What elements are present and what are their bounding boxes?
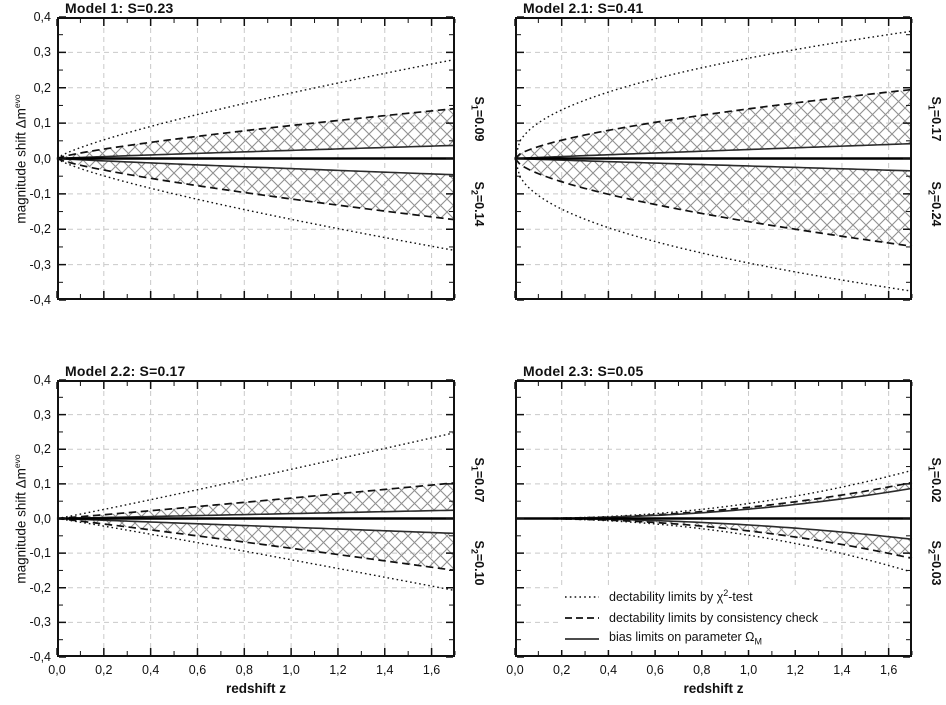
x-tick-label: 0,2 — [95, 663, 113, 677]
hatched-bands — [57, 108, 455, 220]
curve-bias-limit-lower — [56, 157, 456, 176]
panel-model-2-2: Model 2.2: S=0.17 magnitude shift Δmevo … — [12, 363, 486, 696]
x-tick-label: 1,0 — [282, 663, 300, 677]
plot-frame — [57, 380, 455, 657]
y-tick-label: 0,0 — [33, 511, 51, 526]
panel-title: Model 2.1: S=0.41 — [523, 0, 644, 16]
y-tick-label: -0,2 — [29, 580, 51, 595]
curve-bias-limit-upper — [56, 509, 456, 520]
y-tick-label: 0,3 — [33, 45, 51, 60]
curve-chi2-test-upper — [515, 469, 913, 520]
y-tick-label: 0,1 — [33, 476, 51, 491]
x-tick-label: 1,2 — [329, 663, 347, 677]
curves — [56, 58, 456, 252]
panel-model-1: Model 1: S=0.23 magnitude shift Δmevo S1… — [12, 0, 486, 307]
y-tick-label: -0,4 — [29, 650, 51, 664]
y-axis-label-sup: evo — [12, 93, 22, 108]
x-axis-label: redshift z — [225, 681, 286, 696]
plot-frame — [57, 17, 455, 300]
y-tick-label: -0,3 — [29, 257, 51, 272]
y-tick-label: 0,0 — [33, 151, 51, 166]
panel-title: Model 2.2: S=0.17 — [65, 363, 186, 379]
x-tick-label: 0,0 — [48, 663, 66, 677]
y-tick-label: 0,2 — [33, 80, 51, 95]
panel-model-2-3: Model 2.3: S=0.05 S1=0.02 S2=0.03 0,0 0,2… — [506, 363, 943, 696]
curve-bias-limit-lower — [514, 157, 913, 172]
plot-frame — [515, 17, 912, 300]
x-tick-label: 1,2 — [786, 663, 804, 677]
x-tick-label: 0,8 — [235, 663, 253, 677]
y-tick-label: -0,3 — [29, 615, 51, 630]
y-tick-label: 0,4 — [33, 10, 51, 24]
plot-area-model-2-3 — [514, 379, 913, 658]
hatched-bands — [515, 89, 912, 247]
curve-consistency-lower — [514, 157, 913, 248]
curve-bias-limit-upper — [514, 142, 913, 160]
y-tick-label: -0,4 — [29, 293, 51, 307]
plot-area-model-2-2 — [56, 379, 456, 658]
panel-title: Model 1: S=0.23 — [65, 0, 174, 16]
curves — [515, 469, 913, 573]
plot-area-model-2-1 — [514, 16, 913, 301]
curve-consistency-upper — [515, 481, 913, 520]
curve-chi2-test-upper — [56, 431, 456, 520]
x-tick-label: 1,6 — [879, 663, 898, 677]
s2-annotation: S2=0.10 — [469, 540, 487, 586]
curve-bias-limit-lower — [56, 517, 456, 535]
curve-chi2-test-lower — [56, 517, 456, 592]
axis-ticks — [514, 16, 913, 301]
x-tick-label: 0,4 — [141, 663, 160, 677]
plot-frame — [515, 380, 912, 657]
legend: dectability limits by χ2-test dectabilit… — [559, 585, 824, 650]
curve-consistency-lower — [56, 157, 456, 221]
x-tick-label: 1,0 — [739, 663, 758, 677]
y-tick-label: -0,1 — [29, 546, 51, 561]
dashed-line-icon — [565, 616, 599, 619]
y-tick-label: 0,1 — [33, 116, 51, 131]
x-axis-label: redshift z — [683, 681, 744, 696]
legend-item-bias-limits: bias limits on parameter ΩM — [564, 628, 818, 649]
y-tick-label: 0,2 — [33, 442, 51, 457]
x-tick-label: 1,4 — [376, 663, 394, 677]
s2-annotation: S2=0.14 — [469, 181, 487, 227]
x-tick-label: 0,0 — [506, 663, 524, 677]
curve-chi2-test-lower — [515, 517, 913, 573]
x-tick-label: 0,2 — [553, 663, 571, 677]
x-tick-label: 0,6 — [646, 663, 664, 677]
curve-bias-limit-upper — [56, 144, 456, 160]
curves — [56, 431, 456, 592]
plot-area-model-1 — [56, 16, 456, 301]
s2-annotation: S2=0.03 — [926, 540, 944, 586]
legend-item-consistency-check: dectability limits by consistency check — [564, 607, 818, 628]
curves — [514, 30, 913, 292]
curve-chi2-test-lower — [56, 157, 456, 252]
hatched-bands — [57, 482, 455, 571]
curve-chi2-test-lower — [514, 158, 913, 292]
panel-model-2-1: Model 2.1: S=0.41 S1=0.17 S2=0.24 — [514, 0, 943, 301]
y-tick-label: 0,3 — [33, 407, 51, 422]
curve-chi2-test-upper — [514, 30, 913, 159]
curve-consistency-upper — [514, 88, 913, 160]
solid-line-icon — [565, 637, 599, 640]
x-tick-label: 0,6 — [188, 663, 207, 677]
x-tick-label: 0,4 — [599, 663, 618, 677]
y-tick-label: -0,1 — [29, 186, 51, 201]
y-tick-label: -0,2 — [29, 222, 51, 237]
panel-title: Model 2.3: S=0.05 — [523, 363, 644, 379]
x-tick-label: 0,8 — [693, 663, 711, 677]
x-tick-label: 1,4 — [833, 663, 851, 677]
dotted-line-icon — [565, 595, 599, 598]
curve-consistency-upper — [56, 481, 456, 520]
curve-consistency-lower — [56, 517, 456, 572]
s2-annotation: S2=0.24 — [926, 181, 944, 227]
legend-item-chi2-test: dectability limits by χ2-test — [564, 586, 818, 607]
y-tick-label: 0,4 — [33, 373, 51, 387]
x-tick-label: 1,6 — [422, 663, 441, 677]
curve-chi2-test-upper — [56, 58, 456, 160]
